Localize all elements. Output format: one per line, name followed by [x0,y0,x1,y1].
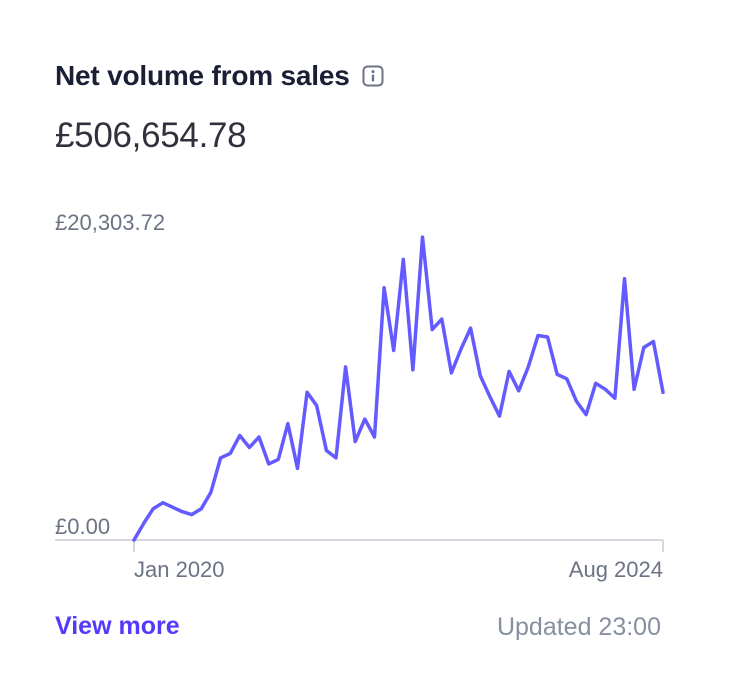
updated-timestamp: Updated 23:00 [496,613,661,641]
x-end-tick-label: Aug 2024 [569,557,663,582]
x-start-tick-label: Jan 2020 [134,557,225,582]
y-max-tick-label: £20,303.72 [55,210,165,235]
series-line [132,235,665,542]
info-icon[interactable] [362,65,384,87]
widget-header: Net volume from sales [55,60,384,92]
series-line-group [132,235,665,542]
y-min-tick-label: £0.00 [55,514,110,539]
widget-title: Net volume from sales [55,60,350,91]
view-more-link[interactable]: View more [55,612,180,640]
total-amount: £506,654.78 [55,116,247,155]
